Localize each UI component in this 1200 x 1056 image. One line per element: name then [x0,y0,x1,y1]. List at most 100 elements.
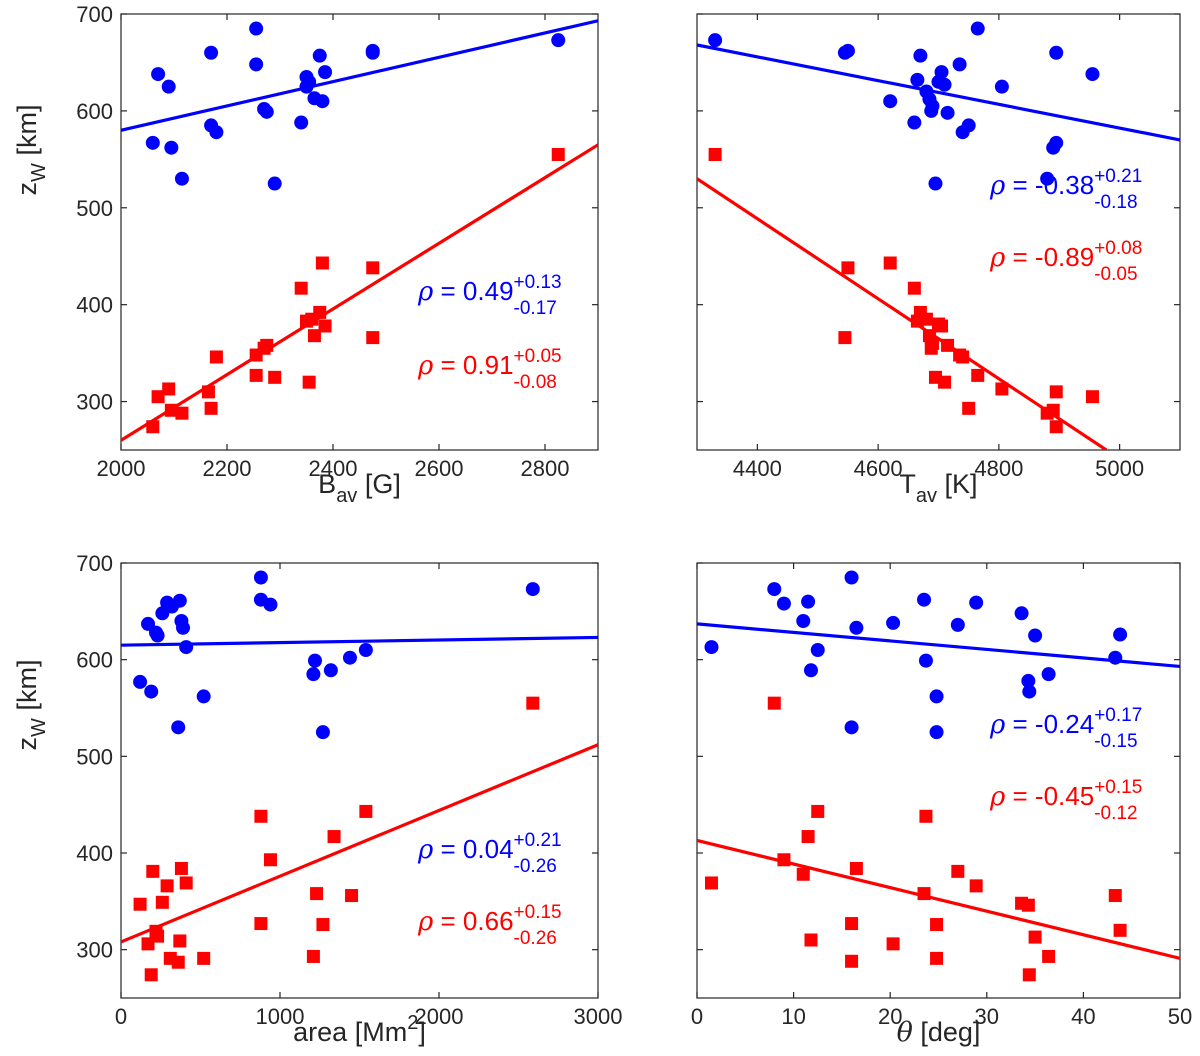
red-point [1042,949,1056,963]
red-fit-line [697,838,1180,960]
red-point [767,696,781,710]
blue-point [934,65,949,80]
blue-point [883,94,898,109]
red-point [260,338,274,352]
blue-point [196,689,211,704]
y-axis-label: zW [km] [12,105,50,196]
blue-point [1028,628,1043,643]
red-point [171,955,185,969]
red-point [935,319,949,333]
blue-point [1014,606,1029,621]
blue-point [302,74,317,89]
blue-point [708,33,723,48]
blue-rho-annotation: ρ = -0.38+0.21 [989,166,1142,201]
red-point [886,937,900,951]
axes-frame [120,562,599,999]
red-point [254,809,268,823]
y-tick-label: 600 [76,99,113,124]
x-tick-label: 2800 [521,456,570,481]
red-point [316,918,330,932]
red-point [1028,930,1042,944]
red-point [209,350,223,364]
blue-point [928,176,943,191]
y-tick-label: 500 [76,196,113,221]
red-point [1021,898,1035,912]
blue-point [952,57,967,72]
y-tick-label: 700 [76,2,113,27]
blue-point [929,689,944,704]
red-rho-annotation: ρ = -0.89+0.08 [989,238,1142,273]
blue-fit-line [121,19,598,132]
x-axis-label: Tav [K] [899,469,977,507]
red-point [366,261,380,275]
blue-point [1049,45,1064,60]
blue-point [844,570,859,585]
red-point [845,917,859,931]
red-point [160,879,174,893]
blue-point [994,79,1009,94]
red-point [204,401,218,415]
red-point [930,918,944,932]
red-point [796,867,810,881]
red-point [201,385,215,399]
blue-point [907,115,922,130]
red-rho-lower-bound: -0.05 [1094,264,1137,285]
blue-point [917,592,932,607]
blue-point [1085,67,1100,82]
red-point [907,281,921,295]
blue-point [929,725,944,740]
red-point [1049,420,1063,434]
blue-point [318,65,333,80]
red-point [318,319,332,333]
red-point [941,338,955,352]
red-point [971,368,985,382]
x-tick-label: 2400 [309,456,358,481]
red-point [969,879,983,893]
red-rho-lower-bound: -0.26 [514,928,557,949]
red-point [551,147,565,161]
red-point [164,403,178,417]
blue-point [849,620,864,635]
red-point [917,887,931,901]
red-point [1046,403,1060,417]
x-tick-label: 5000 [1095,456,1144,481]
x-tick-label: 50 [1168,1004,1192,1029]
red-point [366,331,380,345]
blue-point [1040,171,1055,186]
blue-point [801,594,816,609]
x-axis-label: θ [deg] [897,1017,981,1048]
red-point [345,889,359,903]
blue-point [259,104,274,119]
blue-point [249,21,264,36]
red-rho-lower-bound: -0.12 [1094,803,1137,824]
blue-point [315,725,330,740]
blue-point [150,628,165,643]
blue-rho-lower-bound: -0.15 [1094,731,1137,752]
plot-area [121,635,598,944]
red-point [197,951,211,965]
red-point [1085,390,1099,404]
red-rho-annotation: ρ = 0.66+0.15 [417,902,562,937]
blue-point [174,171,189,186]
blue-rho-lower-bound: -0.18 [1094,192,1137,213]
blue-point [253,570,268,585]
blue-point [970,21,985,36]
red-point [133,897,147,911]
red-point [951,864,965,878]
blue-rho-lower-bound: -0.26 [514,856,557,877]
y-tick-label: 700 [76,551,113,576]
red-point [327,830,341,844]
blue-point [844,720,859,735]
red-point [173,934,187,948]
x-tick-label: 30 [975,1004,999,1029]
blue-point [307,653,322,668]
blue-point [767,582,782,597]
x-tick-label: 4600 [854,456,903,481]
blue-point [267,176,282,191]
x-tick-label: 0 [691,1004,703,1029]
blue-point [358,643,373,657]
blue-point [249,57,264,72]
blue-point [950,617,965,632]
red-point [307,329,321,343]
